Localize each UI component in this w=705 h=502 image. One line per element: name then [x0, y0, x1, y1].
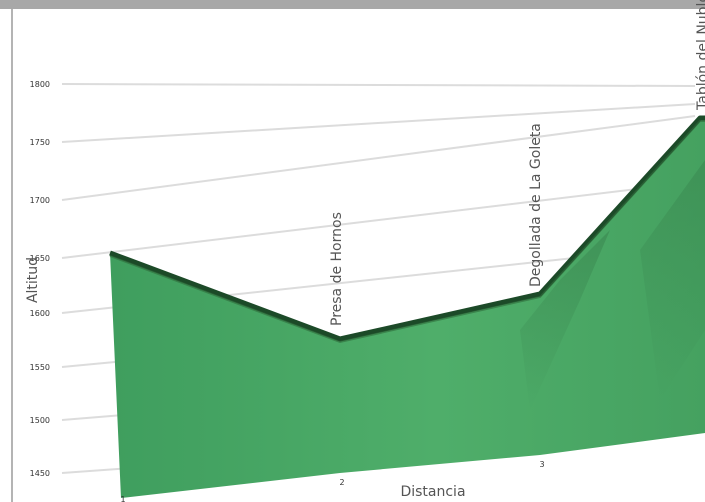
y-tick-label: 1550 [30, 363, 50, 372]
annotation-label: Degollada de La Goleta [528, 123, 544, 287]
waypoint-annotations: Presa de Hornos Degollada de La Goleta Tab… [329, 0, 705, 326]
y-tick-label: 1750 [30, 138, 50, 147]
annotation-text: Degollada de La Goleta [528, 123, 544, 287]
annotation-label: Presa de Hornos [329, 212, 345, 326]
y-tick-label: 1800 [30, 80, 50, 89]
x-tick-label: 1 [120, 495, 125, 502]
y-tick-label: 1650 [30, 254, 50, 263]
grid-line [61, 115, 696, 201]
y-tick-label: 1450 [30, 469, 50, 478]
y-tick-label: 1500 [30, 416, 50, 425]
top-border [0, 0, 705, 9]
area-fill [110, 118, 705, 498]
grid-line [61, 181, 696, 259]
grid-line [61, 103, 696, 143]
ridge-line [109, 115, 705, 342]
grid-line [61, 83, 696, 87]
x-axis-title: Distancia [400, 484, 465, 500]
area-shade [520, 230, 610, 410]
y-tick-labels: 1450 1500 1550 1600 1650 1700 1750 1800 [30, 80, 50, 478]
y-tick-label: 1700 [30, 196, 50, 205]
y-tick-label: 1600 [30, 309, 50, 318]
annotation-text: Tablón del Nublo [695, 0, 705, 111]
x-tick-label: 3 [539, 460, 544, 469]
x-tick-labels: 1 2 3 [120, 460, 544, 502]
elevation-area [109, 115, 705, 498]
annotation-text: Presa de Hornos [329, 212, 345, 326]
left-border [11, 9, 13, 502]
area-shade [640, 160, 705, 400]
y-axis-title: Altitud [25, 257, 41, 303]
ridge-shadow [109, 120, 705, 344]
x-tick-label: 2 [339, 478, 344, 487]
annotation-label: Tablón del Nublo [695, 0, 705, 111]
